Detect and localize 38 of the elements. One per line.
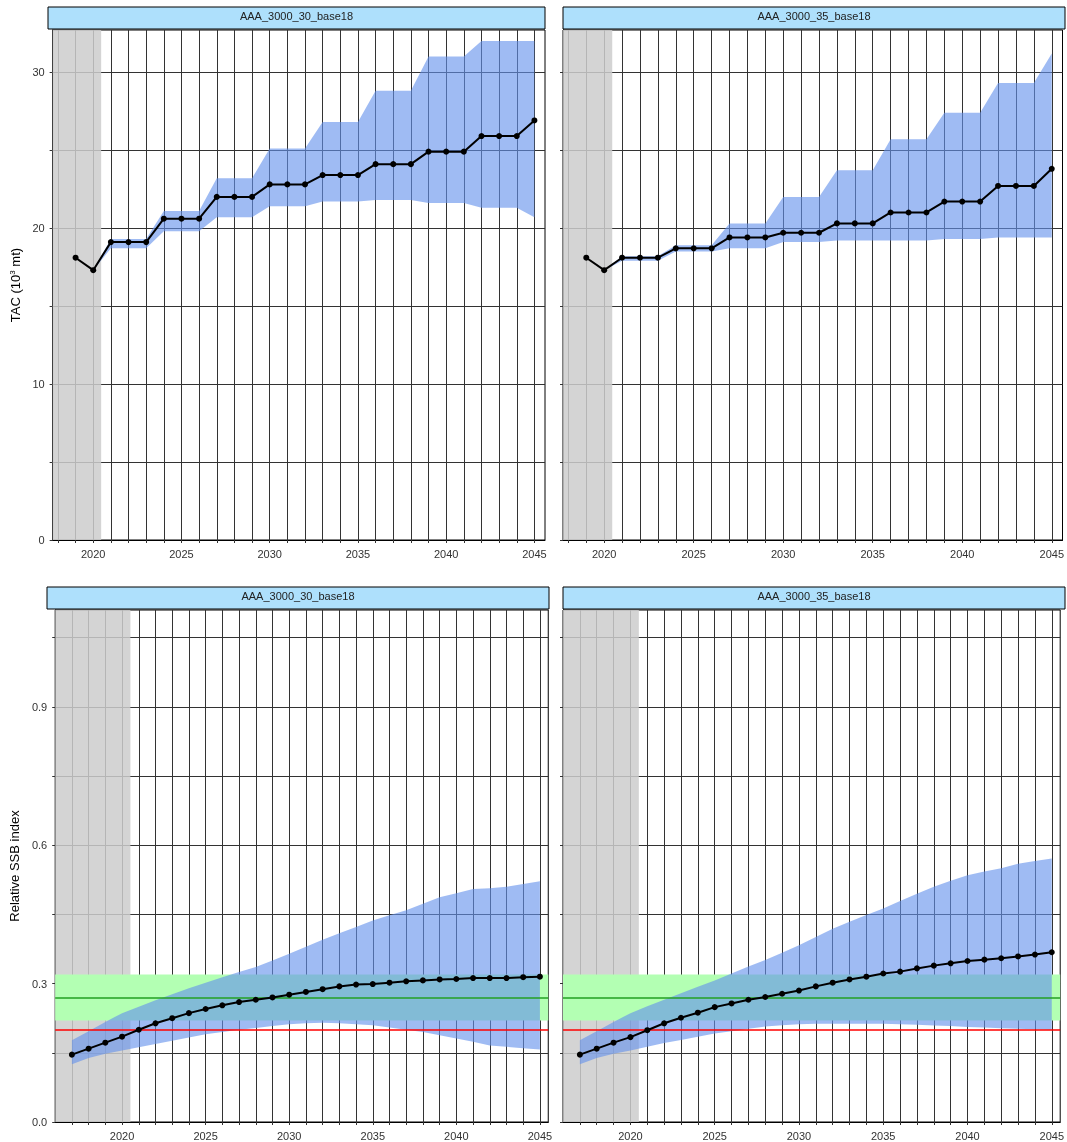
x-tick-label: 2020: [109, 1129, 135, 1142]
x-tick-label: 2025: [193, 1129, 218, 1142]
x-tick-label: 2020: [591, 547, 617, 560]
x-tick-label: 2030: [276, 1129, 302, 1142]
x-tick-label: 2040: [433, 547, 459, 560]
y-tick-label: 10: [32, 378, 45, 391]
x-tick-label: 2020: [618, 1129, 643, 1142]
x-tick-label: 2025: [169, 547, 194, 560]
x-tick-label: 2035: [870, 1129, 896, 1142]
x-tick-label: 2020: [80, 547, 106, 560]
x-tick-label: 2025: [681, 547, 706, 560]
x-tick-label: 2045: [522, 547, 547, 560]
y-tick-label: 0.6: [31, 839, 48, 852]
y-axis-title: Relative SSB index: [7, 809, 22, 922]
x-tick-label: 2040: [955, 1129, 980, 1142]
y-tick-label: 0.9: [31, 700, 48, 713]
x-tick-label: 2035: [345, 547, 371, 560]
y-tick-label: 20: [32, 222, 45, 235]
y-tick-label: 30: [32, 66, 45, 79]
x-tick-label: 2035: [860, 547, 885, 560]
chart-title: AAA_3000_35_base18: [757, 589, 871, 602]
x-tick-label: 2030: [770, 547, 796, 560]
x-tick-label: 2030: [257, 547, 282, 560]
x-tick-label: 2045: [527, 1129, 553, 1142]
x-tick-label: 2025: [702, 1129, 727, 1142]
x-tick-label: 2045: [1039, 547, 1065, 560]
x-tick-label: 2045: [1039, 1129, 1065, 1142]
x-tick-label: 2030: [786, 1129, 812, 1142]
y-axis-title: TAC (103 mt): [7, 247, 23, 323]
y-tick-label: 0.0: [31, 1116, 48, 1128]
x-tick-label: 2035: [360, 1129, 385, 1142]
y-tick-label: 0.3: [31, 977, 48, 990]
x-tick-label: 2040: [444, 1129, 469, 1142]
chart-title: AAA_3000_30_base18: [241, 589, 355, 602]
x-tick-label: 2040: [950, 547, 975, 560]
chart-title: AAA_3000_30_base18: [239, 9, 354, 22]
chart-title: AAA_3000_35_base18: [757, 9, 871, 22]
y-tick-label: 0: [38, 534, 45, 546]
